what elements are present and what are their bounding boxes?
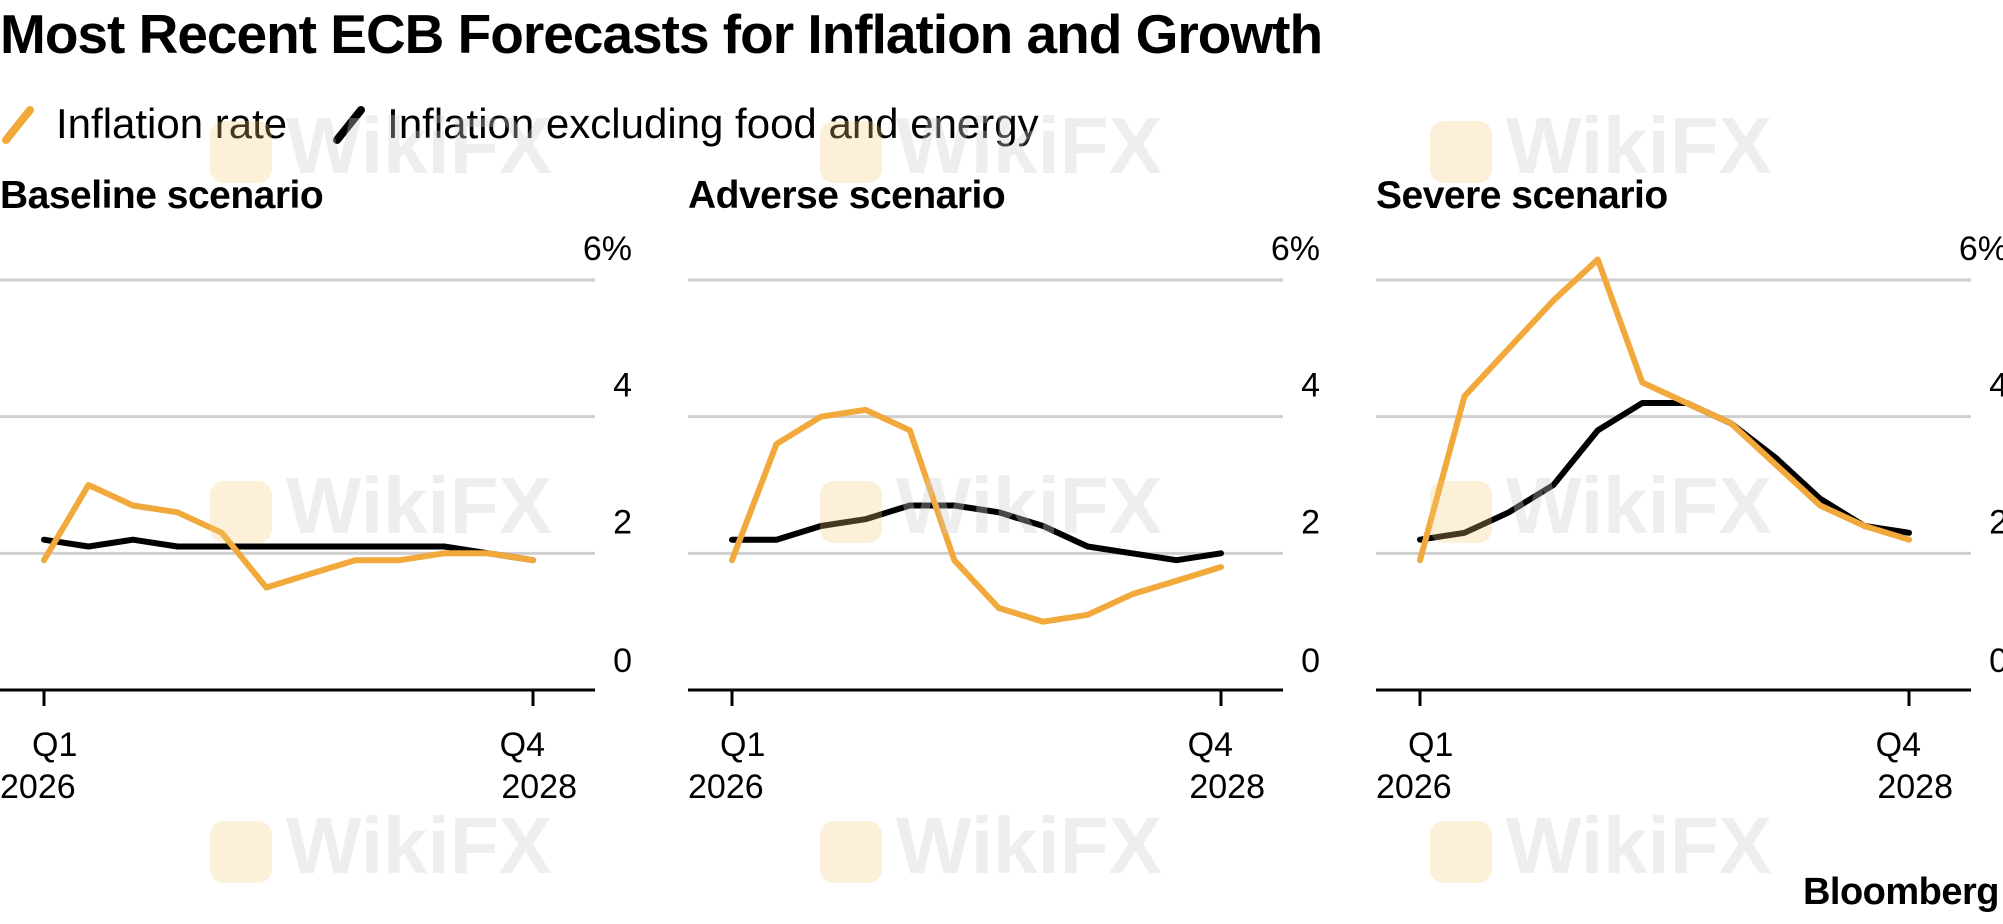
y-tick-label: 6% xyxy=(583,230,632,268)
watermark-logo-icon xyxy=(820,480,882,543)
watermark-logo-icon xyxy=(1430,120,1492,183)
x-tick-label: 2028 xyxy=(501,768,577,806)
watermark-logo-icon xyxy=(210,120,272,183)
legend-item-core-inflation: Inflation excluding food and energy xyxy=(331,100,1039,148)
source-label: Bloomberg xyxy=(1802,871,2000,913)
x-tick-label: Q1 xyxy=(1408,726,1453,764)
x-tick-label: 2026 xyxy=(0,768,76,806)
x-tick-label: 2026 xyxy=(688,768,764,806)
y-tick-label: 4 xyxy=(613,367,632,405)
watermark: WikiFX xyxy=(1430,100,1772,192)
y-tick-label: 4 xyxy=(1301,367,1320,405)
watermark-logo-icon xyxy=(820,820,882,883)
panel-title: Adverse scenario xyxy=(688,174,1005,217)
chart-title: Most Recent ECB Forecasts for Inflation … xyxy=(0,3,1323,65)
y-tick-label: 6% xyxy=(1271,230,1320,268)
legend-swatch-inflation-rate xyxy=(2,106,34,144)
y-tick-label: 4 xyxy=(1989,367,2003,405)
series-line-inflation-rate xyxy=(1417,256,1912,564)
watermark: WikiFX xyxy=(820,460,1162,552)
series-line-core-inflation xyxy=(41,536,536,564)
watermark-logo-icon xyxy=(210,820,272,883)
x-tick-label: Q1 xyxy=(32,726,77,764)
series-line-inflation-rate xyxy=(729,406,1224,625)
watermark: WikiFX xyxy=(1430,800,1772,892)
watermark-logo-icon xyxy=(1430,480,1492,543)
series-line-inflation-rate xyxy=(41,482,536,591)
watermark-logo-icon xyxy=(820,120,882,183)
legend-swatch-core-inflation xyxy=(333,106,366,144)
watermark: WikiFX xyxy=(820,800,1162,892)
watermark: WikiFX xyxy=(1430,460,1772,552)
watermark: WikiFX xyxy=(210,100,552,192)
panel-title: Severe scenario xyxy=(1376,174,1668,217)
watermark: WikiFX xyxy=(820,100,1162,192)
x-tick-label: Q1 xyxy=(720,726,765,764)
x-tick-label: Q4 xyxy=(500,726,545,764)
watermark: WikiFX xyxy=(210,800,552,892)
series-line-core-inflation xyxy=(1417,400,1912,543)
y-tick-label: 2 xyxy=(1301,503,1320,541)
legend-item-inflation-rate: Inflation rate xyxy=(0,100,287,148)
x-tick-label: Q4 xyxy=(1876,726,1921,764)
series-line-core-inflation xyxy=(729,502,1224,564)
x-tick-label: Q4 xyxy=(1188,726,1233,764)
watermark-logo-icon xyxy=(1430,820,1492,883)
legend: Inflation rate Inflation excluding food … xyxy=(0,96,1083,152)
y-tick-label: 0 xyxy=(1301,642,1320,680)
y-tick-label: 0 xyxy=(613,642,632,680)
x-tick-label: 2028 xyxy=(1189,768,1265,806)
legend-label-inflation-rate: Inflation rate xyxy=(56,100,288,147)
watermark-logo-icon xyxy=(210,480,272,543)
y-tick-label: 0 xyxy=(1989,642,2003,680)
y-tick-label: 2 xyxy=(1989,503,2003,541)
x-tick-label: 2026 xyxy=(1376,768,1452,806)
watermark: WikiFX xyxy=(210,460,552,552)
y-tick-label: 2 xyxy=(613,503,632,541)
y-tick-label: 6% xyxy=(1959,230,2003,268)
panel-title: Baseline scenario xyxy=(0,174,323,217)
x-tick-label: 2028 xyxy=(1877,768,1953,806)
legend-label-core-inflation: Inflation excluding food and energy xyxy=(387,100,1039,147)
